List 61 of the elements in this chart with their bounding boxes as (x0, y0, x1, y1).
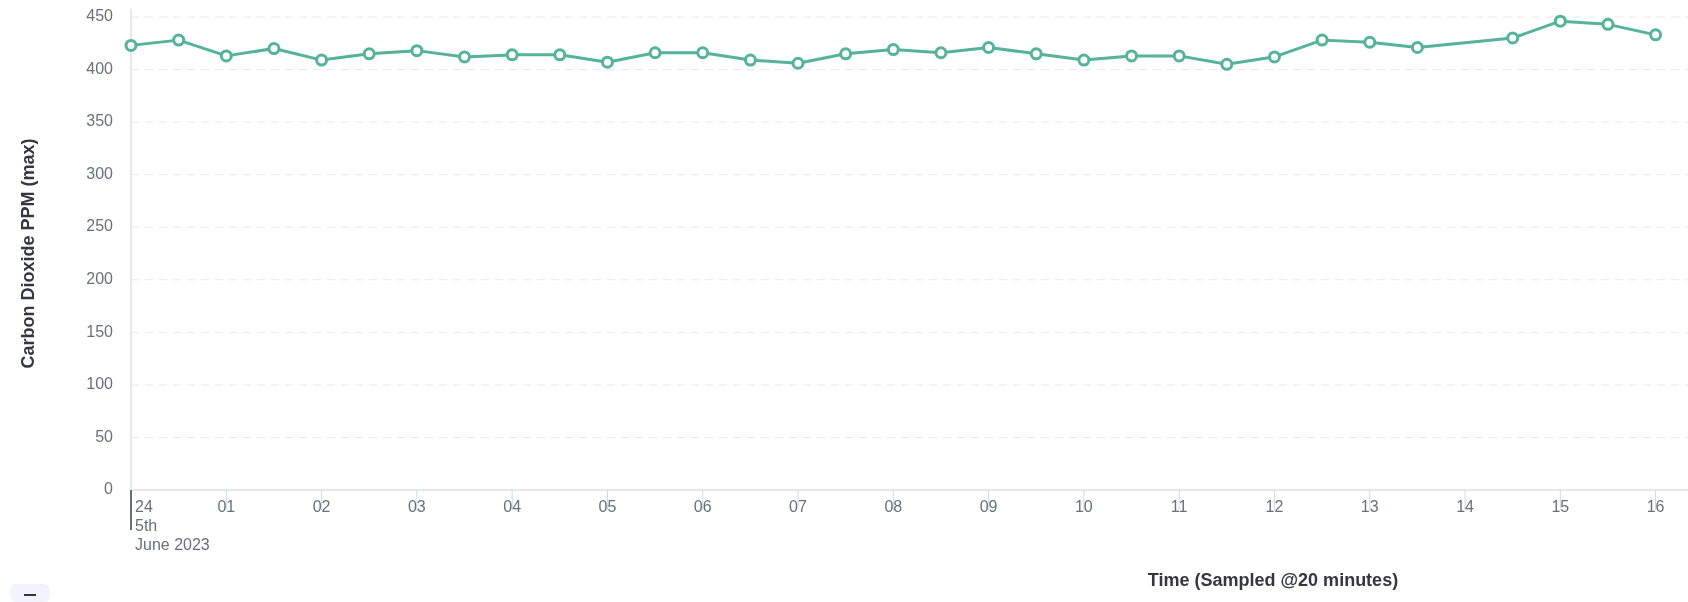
y-tick-label: 150 (86, 322, 114, 340)
point (982, 40, 996, 54)
point (1077, 53, 1091, 67)
point (362, 47, 376, 61)
x-tick-label: 09 (979, 498, 998, 515)
y-tick-label: 350 (86, 112, 114, 130)
x-tick-label: 08 (884, 498, 903, 515)
x-tick-label: 05 (598, 498, 617, 515)
point (648, 46, 662, 60)
x-tick-label: 04 (503, 498, 522, 515)
y-tick-label: 400 (86, 59, 114, 77)
y-tick-label: 100 (86, 375, 114, 393)
point (1315, 33, 1329, 47)
point (219, 49, 233, 63)
point (886, 43, 900, 57)
x-tick-label: 15 (1551, 498, 1570, 515)
point (124, 38, 138, 52)
point (1649, 28, 1663, 42)
point (458, 50, 472, 64)
point (1363, 35, 1377, 49)
y-tick-label: 450 (86, 7, 114, 25)
point (934, 46, 948, 60)
y-tick-label: 50 (95, 427, 114, 445)
y-tick-label: 200 (86, 270, 114, 288)
point (839, 47, 853, 61)
x-tick-label: 11 (1170, 498, 1188, 515)
point (1506, 31, 1520, 45)
point (505, 48, 519, 62)
x-tick-label: 13 (1360, 498, 1379, 515)
x-tick-label: 07 (789, 498, 808, 515)
x-tick-label: 14 (1456, 498, 1475, 515)
y-tick-label: 0 (104, 480, 114, 498)
x-tick-label: 24 5th June 2023 (135, 498, 210, 553)
point (791, 56, 805, 70)
point (315, 53, 329, 67)
point (267, 42, 281, 56)
point (410, 44, 424, 58)
x-tick-label: 12 (1265, 498, 1284, 515)
x-tick-label: 02 (312, 498, 331, 515)
point (553, 48, 567, 62)
point (1029, 47, 1043, 61)
point (1125, 49, 1139, 63)
point (1553, 14, 1567, 28)
point (1410, 40, 1424, 54)
y-tick-label: 300 (86, 164, 114, 182)
point (696, 46, 710, 60)
point (1601, 17, 1615, 31)
x-tick-label: 16 (1646, 498, 1665, 515)
point (1172, 49, 1186, 63)
y-axis-title: Carbon Dioxide PPM (max) (18, 138, 38, 369)
point (743, 53, 757, 67)
point (172, 33, 186, 47)
point (1220, 57, 1234, 71)
point (600, 55, 614, 69)
y-tick-label: 250 (86, 217, 114, 235)
point (1267, 50, 1281, 64)
x-tick-label: 01 (217, 498, 236, 515)
x-tick-label: 10 (1074, 498, 1093, 515)
x-tick-label: 06 (693, 498, 712, 515)
x-axis-title: Time (Sampled @20 minutes) (1147, 570, 1399, 590)
x-tick-label: 03 (407, 498, 426, 515)
